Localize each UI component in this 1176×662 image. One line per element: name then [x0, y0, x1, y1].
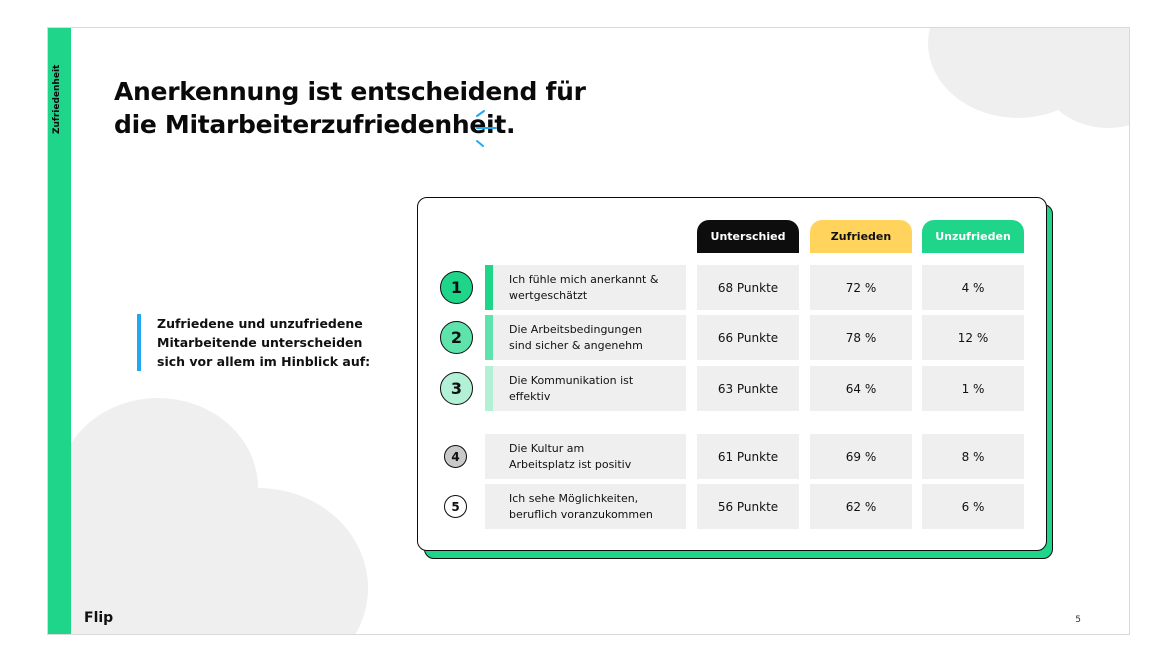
satisfied-cell: 69 % [810, 434, 912, 479]
title-line-1: Anerkennung ist entscheidend für [114, 77, 586, 106]
statement-cell: Die Kommunikation ist effektiv [485, 366, 686, 411]
statement-text: Die Kommunikation ist effektiv [509, 373, 634, 403]
row-accent-bar [485, 366, 493, 411]
unsatisfied-cell: 8 % [922, 434, 1024, 479]
satisfied-cell: 78 % [810, 315, 912, 360]
header-satisfied: Zufrieden [810, 220, 912, 253]
statement-text: Ich fühle mich anerkannt & wertgeschätzt [509, 272, 659, 302]
sparkle-icon [476, 110, 497, 147]
row-accent-bar [485, 315, 493, 360]
statement-cell: Ich sehe Möglichkeiten, beruflich voranz… [485, 484, 686, 529]
statement-cell: Die Arbeitsbedingungen sind sicher & ang… [485, 315, 686, 360]
header-difference: Unterschied [697, 220, 799, 253]
difference-cell: 61 Punkte [697, 434, 799, 479]
satisfied-cell: 62 % [810, 484, 912, 529]
rank-badge: 3 [440, 372, 473, 405]
comparison-table: Unterschied Zufrieden Unzufrieden 1 Ich … [417, 197, 1047, 551]
flip-logo: Flip [84, 610, 114, 626]
rank-badge: 5 [444, 495, 467, 518]
statement-cell: Die Kultur am Arbeitsplatz ist positiv [485, 434, 686, 479]
table-row: 4 Die Kultur am Arbeitsplatz ist positiv… [418, 434, 1046, 479]
subheading: Zufriedene und unzufriedene Mitarbeitend… [137, 314, 377, 371]
unsatisfied-cell: 12 % [922, 315, 1024, 360]
statement-text: Die Kultur am Arbeitsplatz ist positiv [509, 441, 632, 471]
table-row: 5 Ich sehe Möglichkeiten, beruflich vora… [418, 484, 1046, 529]
difference-cell: 56 Punkte [697, 484, 799, 529]
difference-cell: 68 Punkte [697, 265, 799, 310]
row-accent-bar [485, 265, 493, 310]
statement-text: Ich sehe Möglichkeiten, beruflich voranz… [509, 491, 653, 521]
satisfied-cell: 72 % [810, 265, 912, 310]
title-line-2: die Mitarbeiterzufriedenheit. [114, 110, 516, 139]
difference-cell: 63 Punkte [697, 366, 799, 411]
unsatisfied-cell: 6 % [922, 484, 1024, 529]
unsatisfied-cell: 1 % [922, 366, 1024, 411]
rank-badge: 2 [440, 321, 473, 354]
rank-badge: 4 [444, 445, 467, 468]
slide: Zufriedenheit Anerkennung ist entscheide… [47, 27, 1130, 635]
statement-text: Die Arbeitsbedingungen sind sicher & ang… [509, 322, 643, 352]
page-number: 5 [1075, 615, 1081, 625]
page-title: Anerkennung ist entscheidend für die Mit… [114, 75, 586, 141]
satisfied-cell: 64 % [810, 366, 912, 411]
table-row: 1 Ich fühle mich anerkannt & wertgeschät… [418, 265, 1046, 310]
section-label: Zufriedenheit [52, 65, 62, 134]
table-row: 3 Die Kommunikation ist effektiv 63 Punk… [418, 366, 1046, 411]
unsatisfied-cell: 4 % [922, 265, 1024, 310]
statement-cell: Ich fühle mich anerkannt & wertgeschätzt [485, 265, 686, 310]
difference-cell: 66 Punkte [697, 315, 799, 360]
header-unsatisfied: Unzufrieden [922, 220, 1024, 253]
table-row: 2 Die Arbeitsbedingungen sind sicher & a… [418, 315, 1046, 360]
rank-badge: 1 [440, 271, 473, 304]
background-blob [1038, 28, 1129, 128]
section-sidebar [48, 28, 71, 634]
